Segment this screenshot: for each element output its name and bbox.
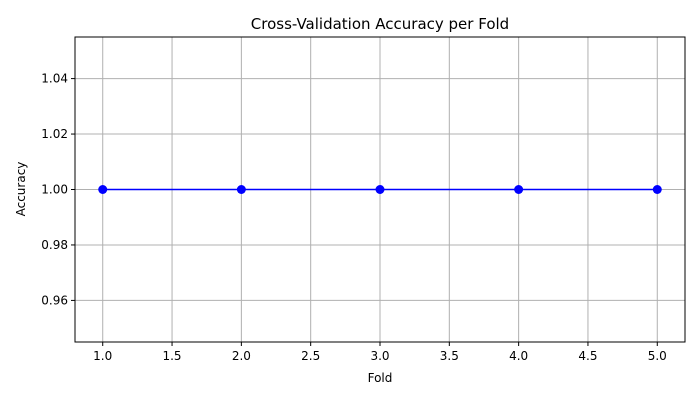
- x-tick-label: 3.5: [440, 349, 459, 363]
- x-axis-label: Fold: [368, 371, 393, 385]
- x-tick-label: 3.0: [370, 349, 389, 363]
- series-group: [98, 185, 662, 194]
- x-tick-label: 2.0: [232, 349, 251, 363]
- y-tick-label: 0.98: [41, 238, 68, 252]
- x-tick-label: 5.0: [648, 349, 667, 363]
- chart-title: Cross-Validation Accuracy per Fold: [251, 15, 509, 33]
- x-tick-label: 4.5: [578, 349, 597, 363]
- y-tick-label: 1.00: [41, 183, 68, 197]
- ticks: 1.0 1.5 2.0 2.5 3.0 3.5 4.0 4.5 5.0 0.96 0.98 1.00 1…: [41, 72, 667, 363]
- x-tick-label: 1.5: [162, 349, 181, 363]
- y-tick-label: 1.04: [41, 72, 68, 86]
- data-point: [375, 185, 385, 194]
- data-point: [514, 185, 524, 194]
- x-tick-label: 4.0: [509, 349, 528, 363]
- data-point: [98, 185, 108, 194]
- y-tick-label: 1.02: [41, 127, 68, 141]
- x-tick-label: 1.0: [93, 349, 112, 363]
- x-tick-label: 2.5: [301, 349, 320, 363]
- data-point: [236, 185, 246, 194]
- data-point: [652, 185, 662, 194]
- y-axis-label: Accuracy: [14, 162, 28, 217]
- y-tick-label: 0.96: [41, 293, 68, 307]
